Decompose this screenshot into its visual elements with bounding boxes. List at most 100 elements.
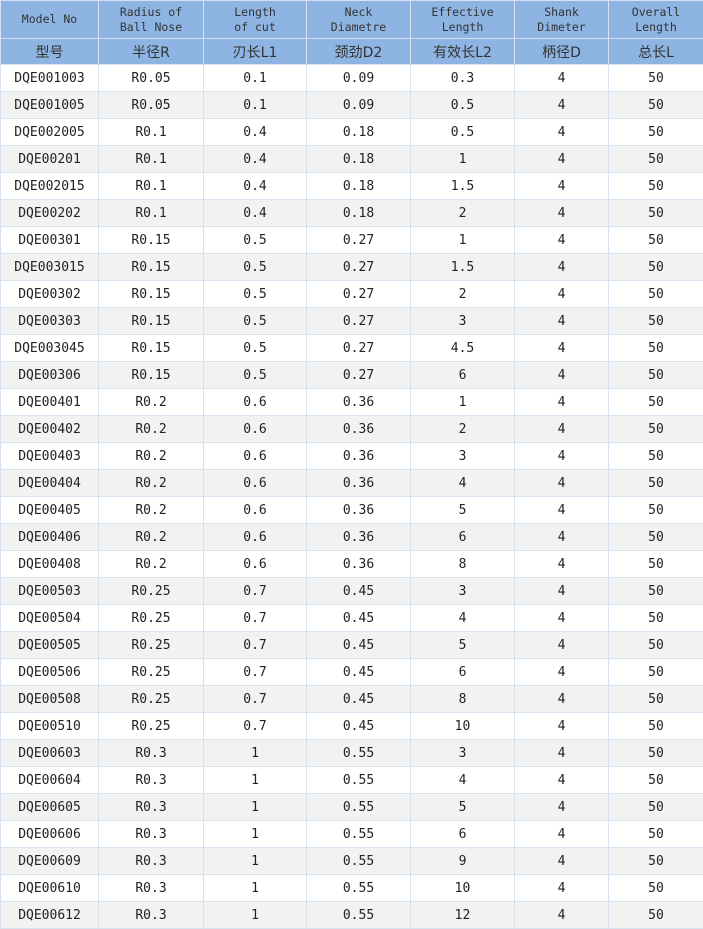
table-cell: 4 — [514, 604, 609, 632]
table-cell: 0.45 — [306, 604, 411, 632]
table-cell: 50 — [608, 361, 703, 389]
table-cell: DQE00505 — [0, 631, 99, 659]
table-cell: R0.3 — [98, 847, 204, 875]
table-cell: 0.5 — [410, 91, 515, 119]
table-cell: DQE00406 — [0, 523, 99, 551]
table-row: DQE003015 R0.15 0.5 0.27 1.5 4 50 — [0, 253, 703, 281]
column-header-cn: 颈劲D2 — [306, 38, 411, 65]
table-cell: 0.7 — [203, 685, 307, 713]
table-cell: R0.2 — [98, 442, 204, 470]
table-row: DQE00504 R0.25 0.7 0.45 4 4 50 — [0, 604, 703, 632]
table-cell: R0.25 — [98, 658, 204, 686]
table-cell: R0.2 — [98, 550, 204, 578]
table-cell: 0.45 — [306, 658, 411, 686]
table-cell: 0.55 — [306, 739, 411, 767]
table-cell: 0.1 — [203, 64, 307, 92]
table-cell: R0.3 — [98, 766, 204, 794]
column-header-en: Model No — [0, 0, 99, 39]
table-cell: 4 — [514, 820, 609, 848]
table-row: DQE002015 R0.1 0.4 0.18 1.5 4 50 — [0, 172, 703, 200]
table-row: DQE00406 R0.2 0.6 0.36 6 4 50 — [0, 523, 703, 551]
table-cell: 1.5 — [410, 253, 515, 281]
table-row: DQE00402 R0.2 0.6 0.36 2 4 50 — [0, 415, 703, 443]
table-cell: 4 — [514, 550, 609, 578]
table-cell: DQE00404 — [0, 469, 99, 497]
table-cell: DQE00510 — [0, 712, 99, 740]
table-cell: 0.4 — [203, 172, 307, 200]
table-row: DQE00503 R0.25 0.7 0.45 3 4 50 — [0, 577, 703, 605]
table-cell: 4.5 — [410, 334, 515, 362]
table-cell: 0.55 — [306, 847, 411, 875]
table-cell: 4 — [514, 631, 609, 659]
table-cell: 50 — [608, 577, 703, 605]
table-cell: 4 — [514, 253, 609, 281]
table-cell: R0.3 — [98, 820, 204, 848]
table-cell: R0.15 — [98, 307, 204, 335]
table-cell: DQE00306 — [0, 361, 99, 389]
table-cell: 2 — [410, 280, 515, 308]
table-cell: 50 — [608, 496, 703, 524]
table-cell: 0.09 — [306, 91, 411, 119]
table-row: DQE00612 R0.3 1 0.55 12 4 50 — [0, 901, 703, 929]
column-header-en: Overall Length — [608, 0, 703, 39]
table-cell: DQE00202 — [0, 199, 99, 227]
table-cell: 0.4 — [203, 145, 307, 173]
table-cell: DQE00408 — [0, 550, 99, 578]
table-cell: 50 — [608, 199, 703, 227]
table-row: DQE00201 R0.1 0.4 0.18 1 4 50 — [0, 145, 703, 173]
table-cell: 4 — [514, 91, 609, 119]
column-header-en: Radius of Ball Nose — [98, 0, 204, 39]
table-cell: 0.45 — [306, 712, 411, 740]
table-cell: 0.6 — [203, 550, 307, 578]
column-header-cn: 有效长L2 — [410, 38, 515, 65]
table-cell: R0.1 — [98, 118, 204, 146]
table-cell: 0.55 — [306, 793, 411, 821]
table-cell: 0.18 — [306, 172, 411, 200]
table-cell: 4 — [514, 793, 609, 821]
table-row: DQE00408 R0.2 0.6 0.36 8 4 50 — [0, 550, 703, 578]
table-cell: 0.55 — [306, 874, 411, 902]
table-cell: 50 — [608, 415, 703, 443]
table-cell: 0.5 — [203, 280, 307, 308]
table-cell: 50 — [608, 145, 703, 173]
table-row: DQE00302 R0.15 0.5 0.27 2 4 50 — [0, 280, 703, 308]
table-cell: 50 — [608, 253, 703, 281]
table-cell: 4 — [410, 604, 515, 632]
table-cell: 9 — [410, 847, 515, 875]
table-cell: 5 — [410, 631, 515, 659]
table-cell: R0.2 — [98, 388, 204, 416]
table-row: DQE00404 R0.2 0.6 0.36 4 4 50 — [0, 469, 703, 497]
table-cell: 4 — [514, 199, 609, 227]
column-header-cn: 型号 — [0, 38, 99, 65]
table-row: DQE00405 R0.2 0.6 0.36 5 4 50 — [0, 496, 703, 524]
table-row: DQE00303 R0.15 0.5 0.27 3 4 50 — [0, 307, 703, 335]
table-cell: R0.05 — [98, 64, 204, 92]
table-cell: 0.36 — [306, 523, 411, 551]
table-cell: 0.6 — [203, 415, 307, 443]
table-cell: 4 — [514, 334, 609, 362]
table-body: DQE001003 R0.05 0.1 0.09 0.3 4 50 DQE001005 R0.0… — [0, 64, 703, 929]
table-cell: 4 — [514, 172, 609, 200]
table-cell: R0.25 — [98, 712, 204, 740]
table-cell: 1 — [203, 793, 307, 821]
table-cell: 0.36 — [306, 469, 411, 497]
table-cell: 0.45 — [306, 631, 411, 659]
table-cell: 0.6 — [203, 496, 307, 524]
table-row: DQE00604 R0.3 1 0.55 4 4 50 — [0, 766, 703, 794]
table-cell: 6 — [410, 523, 515, 551]
table-cell: 50 — [608, 550, 703, 578]
table-cell: 4 — [514, 280, 609, 308]
table-row: DQE00609 R0.3 1 0.55 9 4 50 — [0, 847, 703, 875]
table-cell: 0.6 — [203, 523, 307, 551]
table-cell: DQE00508 — [0, 685, 99, 713]
table-row: DQE00505 R0.25 0.7 0.45 5 4 50 — [0, 631, 703, 659]
table-row: DQE002005 R0.1 0.4 0.18 0.5 4 50 — [0, 118, 703, 146]
table-cell: DQE00301 — [0, 226, 99, 254]
table-cell: 50 — [608, 847, 703, 875]
table-cell: 50 — [608, 118, 703, 146]
table-cell: 1 — [410, 388, 515, 416]
table-cell: 4 — [514, 307, 609, 335]
table-cell: 3 — [410, 577, 515, 605]
table-cell: 0.55 — [306, 820, 411, 848]
